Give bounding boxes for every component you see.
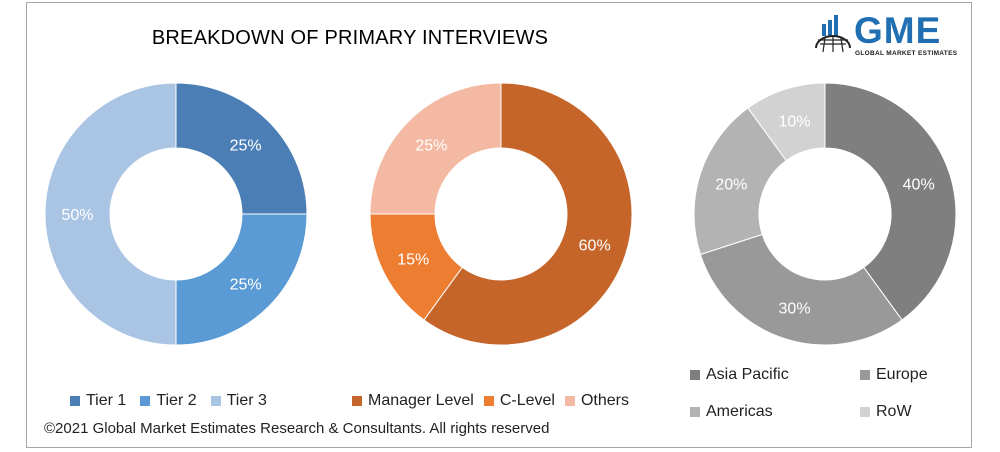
donut-slice: [824, 82, 957, 321]
legend-swatch: [352, 396, 362, 406]
legend-swatch: [564, 396, 575, 406]
donut-slice: [369, 82, 502, 215]
donut-slice: [175, 213, 308, 346]
legend-label: Europe: [876, 366, 928, 383]
slice-data-label: 10%: [779, 113, 811, 130]
legend-label: RoW: [876, 403, 912, 420]
legend-label: Tier 2: [156, 392, 197, 409]
chart-frame: BREAKDOWN OF PRIMARY INTERVIEWS: [26, 2, 972, 448]
slice-data-label: 60%: [579, 237, 611, 254]
legend-item: Manager Level: [352, 392, 474, 410]
legend-tier: Tier 1 Tier 2 Tier 3: [70, 392, 281, 410]
legend-item: Europe: [860, 366, 928, 384]
slice-data-label: 50%: [61, 207, 93, 224]
legend-label: Others: [580, 392, 629, 409]
legend-label: Americas: [706, 403, 773, 420]
copyright-footer: ©2021 Global Market Estimates Research &…: [44, 420, 550, 437]
legend-item: Asia Pacific: [690, 366, 840, 384]
logo-text: GME: [854, 10, 942, 51]
globe-bars-icon: [815, 15, 851, 53]
legend-swatch: [483, 396, 494, 406]
legend-swatch: [860, 407, 870, 417]
legend-region-2: Americas RoW: [690, 403, 926, 421]
legend-label: Asia Pacific: [706, 366, 789, 383]
slice-data-label: 20%: [715, 177, 747, 194]
slice-data-label: 40%: [903, 177, 935, 194]
donut-slice: [693, 107, 787, 256]
legend-swatch: [70, 396, 80, 406]
legend-item: RoW: [860, 403, 912, 421]
donut-slice: [44, 82, 177, 346]
donut-slice: [747, 82, 826, 162]
donut-slice: [699, 233, 903, 346]
legend-swatch: [690, 407, 700, 417]
legend-level: Manager Level C-Level Others: [352, 392, 629, 410]
slice-data-label: 25%: [230, 277, 262, 294]
donut-slice: [423, 82, 633, 346]
legend-item: Others: [564, 392, 629, 410]
slice-data-label: 15%: [397, 252, 429, 269]
legend-label: C-Level: [499, 392, 555, 409]
legend-swatch: [860, 370, 870, 380]
legend-item: C-Level: [483, 392, 555, 410]
donut-slice: [175, 82, 308, 215]
legend-swatch: [140, 396, 151, 406]
legend-label: Tier 1: [86, 392, 127, 409]
slice-data-label: 25%: [415, 137, 447, 154]
legend-swatch: [210, 396, 221, 406]
legend-item: Tier 2: [140, 392, 197, 410]
legend-label: Tier 3: [226, 392, 267, 409]
legend-item: Tier 1: [70, 392, 126, 410]
legend-swatch: [690, 370, 700, 380]
slice-data-label: 30%: [779, 301, 811, 318]
legend-item: Tier 3: [210, 392, 267, 410]
legend-label: Manager Level: [368, 392, 474, 409]
legend-item: Americas: [690, 403, 840, 421]
legend-region-1: Asia Pacific Europe: [690, 366, 942, 384]
slice-data-label: 25%: [230, 137, 262, 154]
chart-title: BREAKDOWN OF PRIMARY INTERVIEWS: [151, 27, 549, 49]
logo-subtitle: GLOBAL MARKET ESTIMATES: [855, 50, 958, 57]
